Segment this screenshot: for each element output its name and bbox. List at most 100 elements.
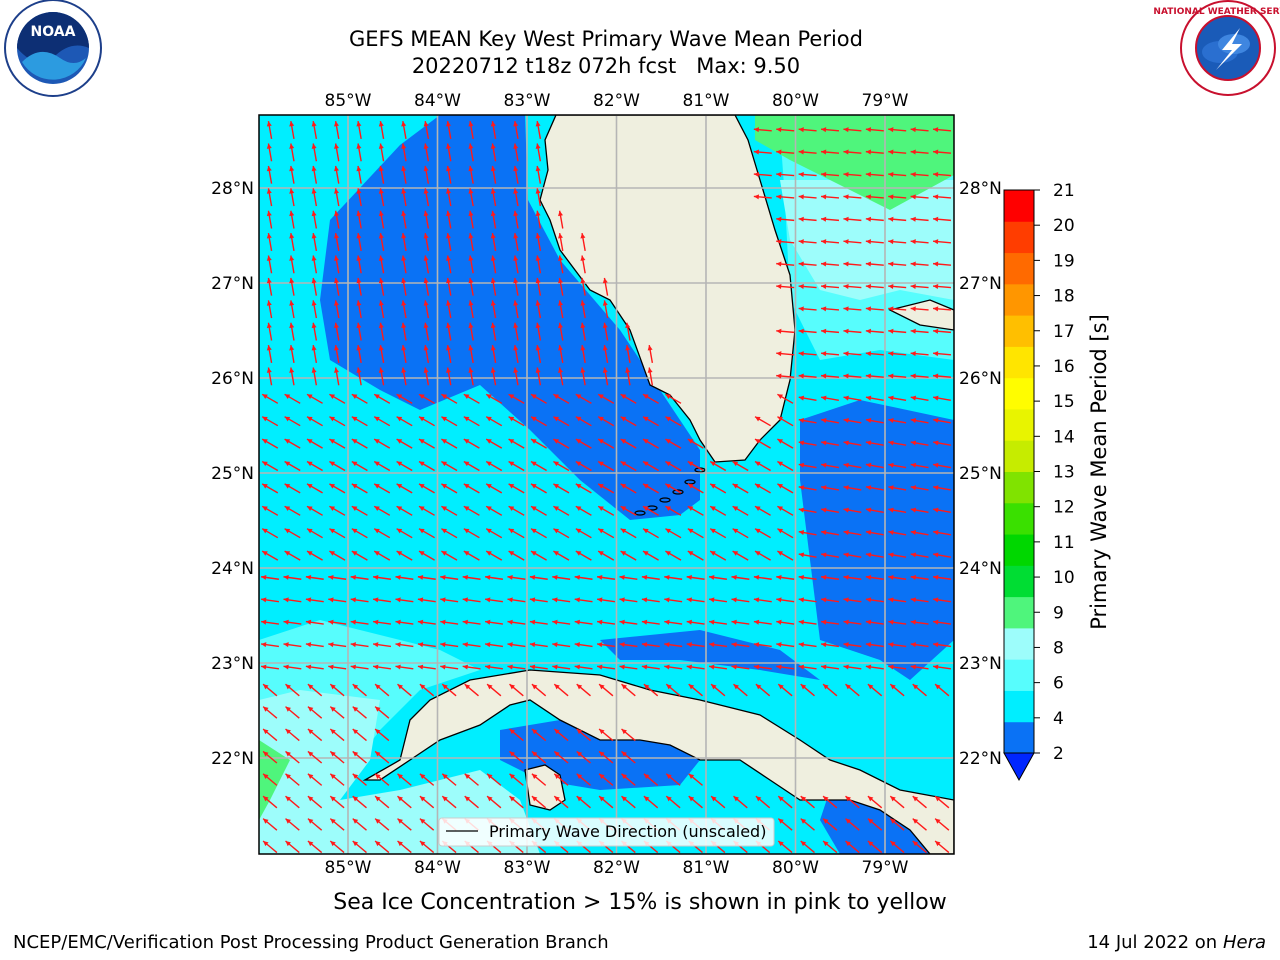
wave-direction-arrowhead <box>266 345 272 351</box>
wave-direction-arrowhead <box>485 642 491 648</box>
wave-direction-arrowhead <box>378 165 384 172</box>
wave-direction-arrowhead <box>509 729 515 735</box>
wave-direction-arrowhead <box>329 551 335 556</box>
wave-direction-arrowhead <box>821 306 827 312</box>
colorbar-tick-label: 17 <box>1053 322 1075 342</box>
wave-direction-arrowhead <box>843 462 849 468</box>
wave-direction-arrowhead <box>395 664 401 670</box>
wave-direction-arrowhead <box>535 277 541 284</box>
wave-period-8-9 <box>780 180 954 300</box>
wave-direction-arrowhead <box>283 597 289 603</box>
wave-direction-arrowhead <box>356 277 362 284</box>
wave-direction-arrowhead <box>446 300 451 306</box>
wave-direction-arrowhead <box>687 551 694 556</box>
wave-direction-arrowhead <box>888 507 894 513</box>
wave-direction-arrowhead <box>580 255 586 261</box>
wave-direction-arrowhead <box>732 551 739 556</box>
wave-direction-arrowhead <box>307 416 313 422</box>
colorbar-tick-label: 19 <box>1053 251 1075 271</box>
wave-direction-arrowhead <box>753 619 760 625</box>
map-area <box>259 115 954 854</box>
wave-direction-arrowhead <box>487 684 493 690</box>
colorbar-tick-label: 10 <box>1053 568 1075 588</box>
wave-direction-arrowhead <box>307 506 313 511</box>
wave-direction-arrowhead <box>375 841 381 847</box>
wave-direction-arrowhead <box>933 664 939 670</box>
wave-direction-arrowhead <box>798 283 804 289</box>
wave-direction-arrowhead <box>396 461 403 467</box>
wave-direction-arrowhead <box>731 664 737 670</box>
wave-direction-arrowhead <box>284 528 291 534</box>
wave-direction-arrowhead <box>687 461 694 467</box>
wave-direction-arrowhead <box>800 796 807 802</box>
wave-direction-arrowhead <box>575 461 582 467</box>
wave-direction-arrowhead <box>513 121 519 127</box>
wave-direction-arrowhead <box>912 818 919 824</box>
wave-direction-arrowhead <box>688 796 695 802</box>
wave-direction-arrowhead <box>507 574 513 580</box>
wave-direction-arrowhead <box>933 283 939 289</box>
wave-direction-arrowhead <box>641 574 648 580</box>
wave-direction-arrowhead <box>352 773 359 779</box>
wave-direction-arrowhead <box>865 619 872 625</box>
wave-direction-arrowhead <box>378 233 384 239</box>
wave-direction-arrowhead <box>621 751 627 757</box>
wave-direction-arrowhead <box>352 796 359 802</box>
wave-direction-arrowhead <box>598 506 604 511</box>
wave-direction-arrowhead <box>821 171 827 177</box>
wave-direction-arrowhead <box>531 439 537 444</box>
wave-direction-arrowhead <box>266 165 272 172</box>
wave-direction-arrowhead <box>374 528 380 534</box>
wave-direction-arrowhead <box>845 841 851 847</box>
wave-direction-arrowhead <box>580 300 586 306</box>
wave-direction-arrowhead <box>776 597 782 603</box>
wave-direction-arrowhead <box>888 373 894 379</box>
wave-direction-arrowhead <box>602 367 608 373</box>
wave-direction-arrowhead <box>441 394 447 399</box>
wave-direction-arrowhead <box>574 619 580 625</box>
wave-direction-arrowhead <box>289 165 295 172</box>
wave-direction-arrowhead <box>620 439 627 444</box>
wave-direction-arrowhead <box>798 507 805 513</box>
wave-direction-arrowhead <box>823 684 829 690</box>
wave-direction-arrowhead <box>553 551 559 556</box>
wave-direction-arrowhead <box>513 143 519 149</box>
wave-direction-arrowhead <box>401 188 407 194</box>
wave-direction-arrowhead <box>440 574 446 580</box>
wave-direction-arrowhead <box>468 210 474 217</box>
wave-direction-arrowhead <box>266 188 272 194</box>
wave-direction-arrowhead <box>821 127 827 133</box>
wave-direction-arrowhead <box>933 530 939 535</box>
wave-direction-arrowhead <box>597 597 603 603</box>
wave-direction-arrowhead <box>329 416 335 422</box>
wave-direction-arrowhead <box>508 483 515 489</box>
wave-direction-arrowhead <box>351 551 358 556</box>
wave-direction-arrowhead <box>843 642 849 648</box>
wave-direction-arrowhead <box>599 751 605 757</box>
wave-direction-arrowhead <box>307 706 314 712</box>
wave-direction-arrowhead <box>843 283 849 289</box>
wave-direction-arrowhead <box>468 255 474 261</box>
wave-direction-arrowhead <box>535 210 541 217</box>
wave-direction-arrowhead <box>507 597 513 603</box>
wave-direction-arrowhead <box>446 121 451 127</box>
wave-direction-arrowhead <box>843 261 849 267</box>
wave-direction-arrowhead <box>625 345 631 351</box>
wave-direction-arrowhead <box>535 121 541 127</box>
colorbar-tick-label: 16 <box>1053 357 1075 377</box>
wave-direction-arrowhead <box>508 439 515 444</box>
wave-direction-arrowhead <box>334 233 339 239</box>
wave-direction-arrowhead <box>798 440 805 446</box>
wave-direction-arrowhead <box>529 642 536 648</box>
wave-direction-arrowhead <box>446 322 451 329</box>
wave-direction-arrowhead <box>688 773 695 779</box>
wave-direction-arrowhead <box>843 306 849 312</box>
wave-direction-arrowhead <box>776 283 782 289</box>
wave-direction-arrowhead <box>490 165 496 172</box>
wave-direction-arrowhead <box>262 551 268 556</box>
lat-tick-label: 24°N <box>959 559 1002 579</box>
wave-direction-arrowhead <box>777 551 783 556</box>
wave-direction-arrowhead <box>821 418 827 423</box>
wave-direction-arrowhead <box>865 261 872 267</box>
wave-direction-arrowhead <box>664 664 670 670</box>
